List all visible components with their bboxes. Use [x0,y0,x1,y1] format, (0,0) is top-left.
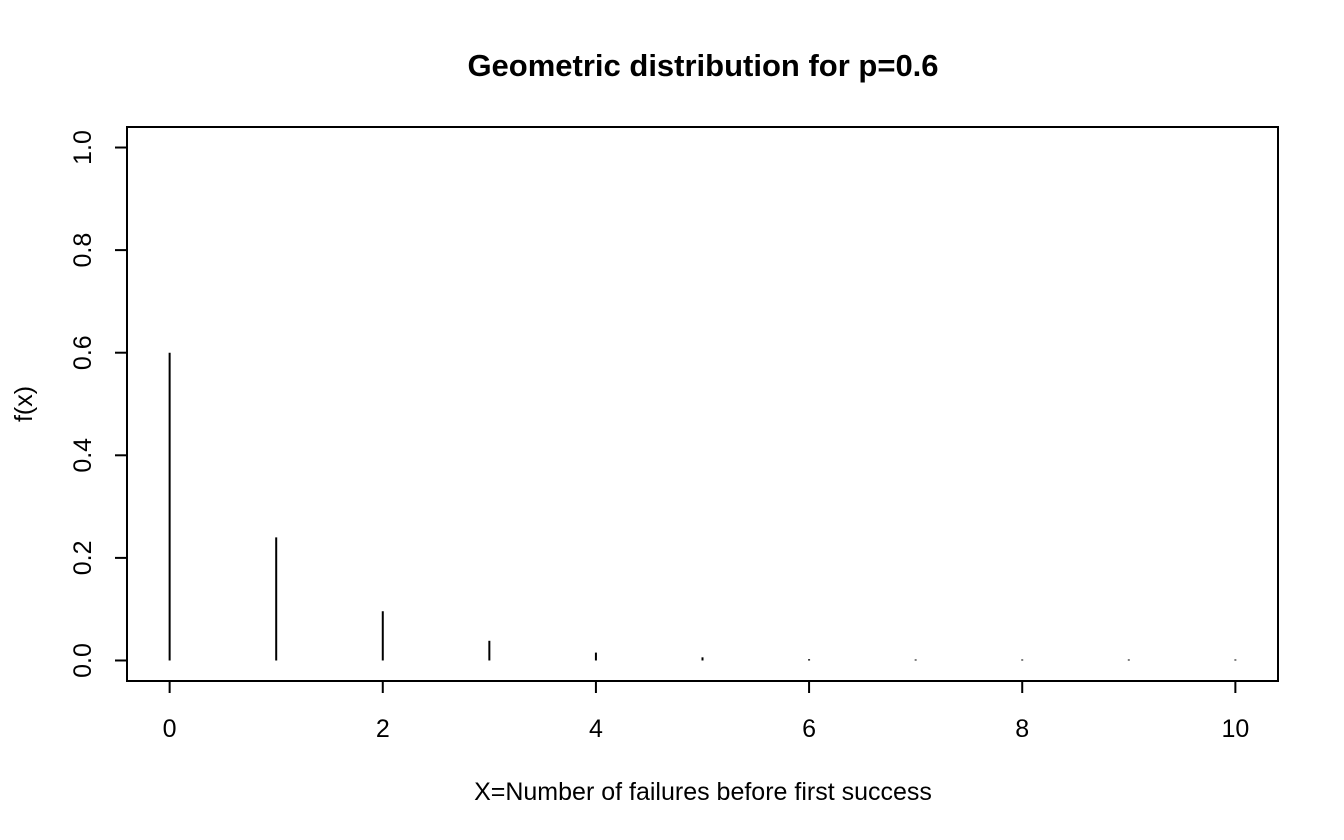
chart-title: Geometric distribution for p=0.6 [467,48,938,83]
x-tick-label: 10 [1221,715,1249,743]
x-tick-label: 2 [376,715,390,743]
x-tick-label: 8 [1015,715,1029,743]
y-tick-label: 0.0 [69,643,97,678]
y-axis: 0.0 0.2 0.4 0.6 0.8 1.0 [69,130,128,678]
x-axis-label: X=Number of failures before first succes… [474,778,932,806]
x-axis: 0 2 4 6 8 10 [163,680,1249,743]
x-tick-label: 4 [589,715,603,743]
x-tick-label: 0 [163,715,177,743]
y-axis-label: f(x) [10,386,38,422]
y-tick-label: 0.6 [69,335,97,370]
plot-frame [126,126,1279,682]
y-tick-label: 0.4 [69,438,97,473]
x-tick-label: 6 [802,715,816,743]
y-tick-label: 0.2 [69,541,97,576]
y-tick-label: 1.0 [69,130,97,165]
data-spikes [168,352,1237,661]
y-tick-label: 0.8 [69,233,97,268]
